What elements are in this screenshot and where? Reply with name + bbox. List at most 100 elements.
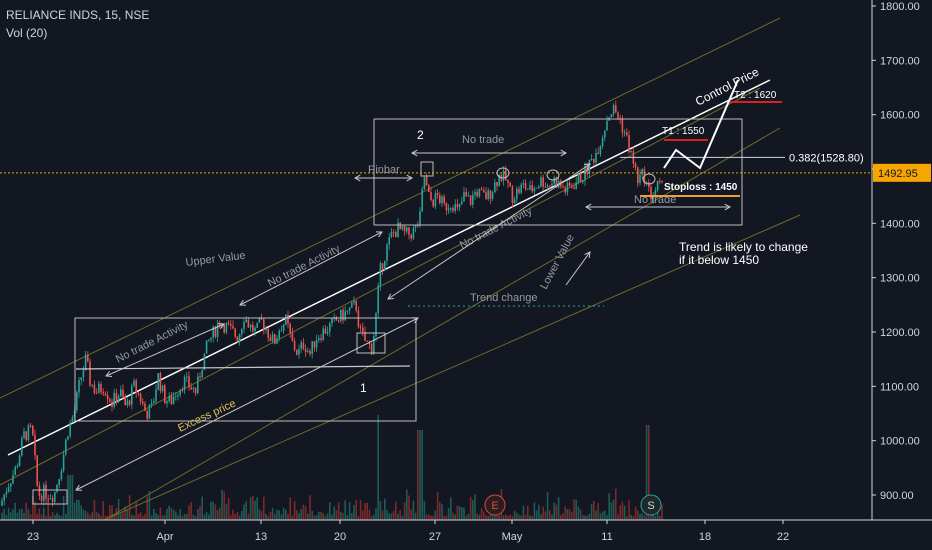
candle-body [274, 334, 276, 344]
volume-bar [60, 515, 63, 520]
volume-bar [331, 514, 333, 520]
volume-bar [84, 510, 87, 520]
volume-bar [313, 515, 316, 520]
volume-bar [612, 499, 615, 520]
time-tick-label: 18 [699, 531, 711, 543]
candle-body [21, 438, 23, 456]
candle-body [32, 425, 34, 435]
candle-body [7, 486, 10, 492]
volume-bar [513, 510, 516, 520]
candle-body [199, 376, 201, 378]
candle-body [175, 396, 177, 398]
candle-body [212, 326, 214, 338]
volume-bar [56, 512, 58, 520]
volume-bar [128, 495, 131, 520]
candle-body [282, 324, 285, 331]
candle-body [606, 120, 608, 131]
candle-body [366, 340, 368, 342]
volume-bar [280, 514, 283, 520]
volume-bar [498, 515, 500, 520]
volume-bar [362, 510, 364, 520]
box-2 [373, 118, 743, 226]
candle-body [225, 322, 228, 333]
candle-body [582, 180, 584, 183]
candle-body [379, 263, 382, 286]
volume-bar [271, 507, 274, 520]
candle-body [399, 222, 401, 230]
volume-bar [461, 507, 463, 520]
candle-body [410, 234, 412, 239]
candle-body [144, 403, 146, 411]
volume-bar [232, 509, 234, 520]
volume-bar [252, 495, 254, 520]
volume-bar [131, 514, 133, 520]
candle-body [452, 208, 454, 211]
candle-body [593, 158, 595, 163]
no-trade-activity-2-arrow [239, 231, 383, 306]
volume-bar [269, 511, 272, 520]
volume-bar [322, 513, 324, 520]
candle-body [285, 314, 287, 325]
volume-bar [441, 504, 443, 520]
volume-bar [386, 510, 388, 520]
candle-body [203, 353, 206, 371]
volume-bar [95, 511, 98, 520]
candle-body [579, 173, 582, 183]
candle-body [54, 491, 56, 502]
candle-body [298, 348, 300, 355]
candle-body [650, 186, 652, 200]
candle-body [278, 330, 280, 339]
volume-bar [401, 515, 404, 520]
volume-bar [586, 515, 588, 520]
volume-bar [67, 475, 69, 520]
candle-body [287, 314, 289, 324]
candle-body [190, 387, 192, 390]
volume-bar [390, 513, 393, 520]
volume-bar [340, 511, 342, 520]
volume-bar [544, 511, 547, 520]
chart-title: RELIANCE INDS, 15, NSE [6, 8, 150, 22]
candle-body [557, 180, 560, 188]
candle-body [3, 494, 5, 501]
volume-bar [505, 514, 507, 520]
candle-body [390, 232, 393, 238]
volume-bar [553, 502, 555, 520]
lower-value-arrow [565, 251, 591, 286]
volume-indicator-label[interactable]: Vol (20) [6, 26, 48, 40]
volume-bar [575, 499, 577, 520]
candle-body [65, 439, 67, 455]
candle-body [76, 392, 78, 411]
volume-bar [12, 509, 14, 520]
time-tick-label: 22 [777, 531, 789, 543]
candle-body [131, 385, 133, 405]
volume-bar [249, 497, 252, 520]
price-tick-label: 1100.00 [880, 381, 919, 393]
volume-bar [179, 509, 181, 520]
candle-body [238, 334, 241, 342]
volume-bar [98, 513, 100, 520]
volume-bar [593, 500, 595, 520]
candle-body [573, 187, 575, 189]
volume-bar [351, 513, 353, 520]
event-e-marker [484, 494, 506, 516]
volume-bar [397, 513, 399, 520]
volume-bar [263, 496, 265, 520]
volume-bar [29, 514, 32, 520]
candle-body [133, 380, 135, 386]
candle-body [307, 350, 309, 352]
volume-bar [419, 430, 421, 520]
volume-bar [623, 505, 626, 520]
candle-body [386, 244, 388, 261]
candle-body [309, 350, 311, 354]
candle-body [566, 182, 569, 193]
candle-body [252, 324, 254, 332]
candle-body [25, 431, 27, 440]
candle-body [533, 187, 536, 192]
time-tick-label: 23 [27, 531, 39, 543]
candle-body [269, 337, 272, 341]
volume-bar [474, 494, 476, 520]
volume-bar [203, 514, 206, 520]
volume-bar [476, 513, 478, 520]
volume-bar [293, 501, 296, 520]
